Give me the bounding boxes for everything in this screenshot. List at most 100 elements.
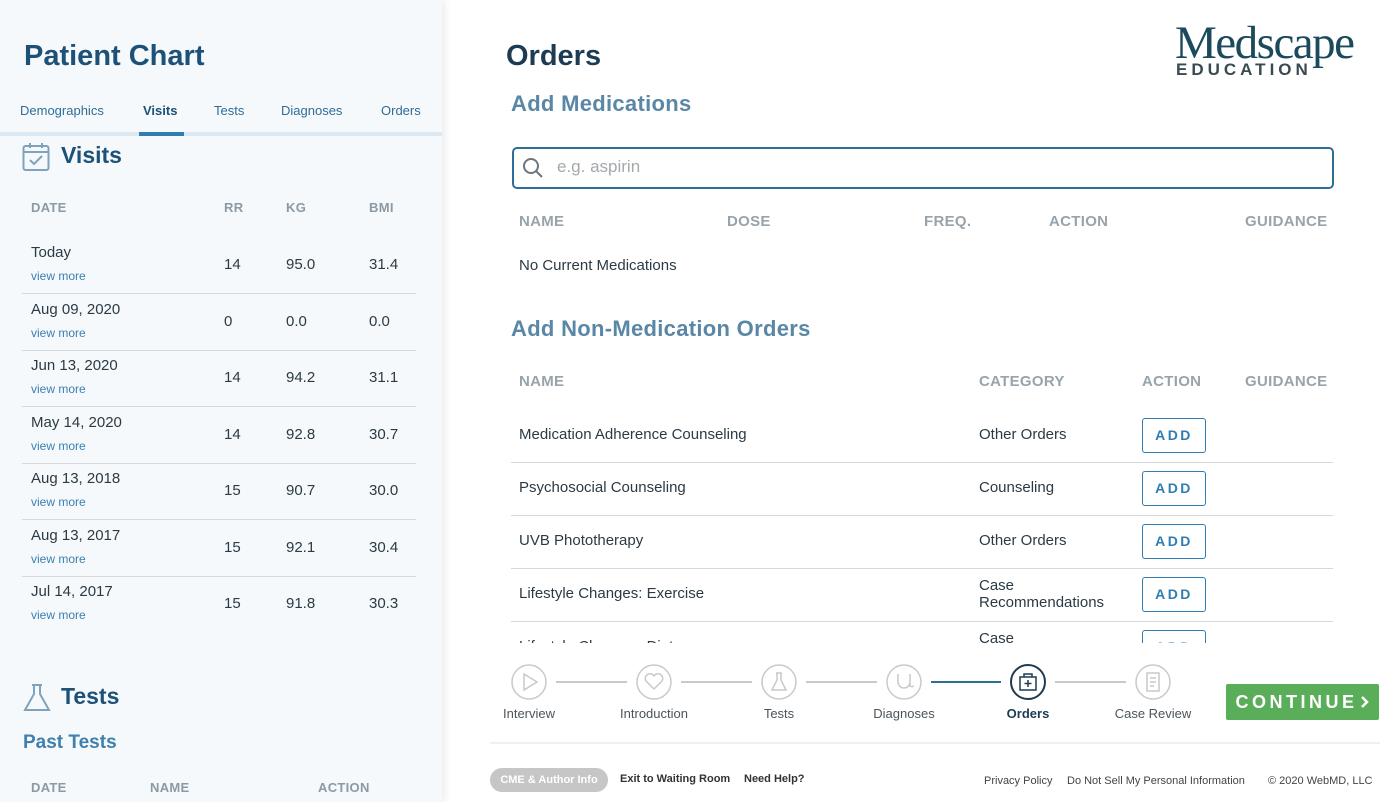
visit-date: Aug 13, 2017 (31, 526, 121, 544)
visit-date: Jul 14, 2017 (31, 583, 113, 600)
cme-button[interactable]: CME & Author Info (490, 768, 608, 792)
step-icon (644, 673, 664, 691)
tab[interactable]: Demographics (20, 103, 104, 118)
tab[interactable]: Orders (381, 103, 421, 118)
rr-value: 14 (224, 369, 241, 386)
order-name: Lifestyle Changes: Diet (519, 638, 673, 643)
row-divider (22, 575, 416, 577)
rr-value: 15 (224, 595, 241, 612)
footer-link[interactable]: Do Not Sell My Personal Information (1067, 775, 1245, 787)
tab[interactable]: Tests (214, 103, 245, 118)
order-category: Other Orders (979, 426, 1067, 443)
order-category: Case Recommendations (979, 577, 1105, 611)
add-button[interactable]: ADD (1142, 471, 1206, 506)
column-header: FREQ. (924, 213, 972, 230)
visit-date: May 14, 2020 (31, 413, 122, 431)
add-button[interactable]: ADD (1142, 418, 1206, 453)
kg-value: 91.8 (286, 595, 316, 612)
bmi-value: 30.0 (369, 482, 399, 499)
column-header: ACTION (1049, 213, 1109, 230)
view-more-link[interactable]: view more (31, 325, 86, 340)
row-divider (22, 293, 416, 294)
footer-link: © 2020 WebMD, LLC (1268, 775, 1373, 787)
step-label[interactable]: Diagnoses (873, 706, 935, 721)
visit-date: Today (31, 244, 72, 261)
tab-divider (0, 132, 442, 136)
calendar-icon (22, 143, 50, 171)
visit-date: Jun 13, 2020 (31, 357, 118, 374)
continue-label: CONTINUE (1235, 692, 1358, 712)
column-header: NAME (519, 213, 565, 230)
view-more-link[interactable]: view more (31, 495, 86, 509)
column-header: GUIDANCE (1245, 213, 1328, 230)
rr-value: 14 (224, 425, 241, 443)
step-circle (886, 664, 922, 700)
row-divider (22, 349, 416, 351)
step-label[interactable]: Interview (502, 706, 556, 721)
order-category: Case Recommendations (979, 630, 1015, 643)
column-header: DOSE (727, 213, 771, 230)
step-circle (636, 664, 672, 700)
view-more-link[interactable]: view more (31, 551, 86, 566)
rr-value: 0 (224, 312, 233, 330)
tab[interactable]: Diagnoses (281, 103, 343, 118)
kg-value: 0.0 (286, 312, 307, 330)
rr-value: 15 (224, 482, 241, 499)
tab-indicator (139, 132, 184, 136)
page-title: Orders (506, 40, 602, 72)
step-icon (1019, 673, 1037, 691)
row-divider (511, 568, 1333, 569)
step-icon (897, 674, 915, 689)
help-link[interactable]: Need Help? (744, 773, 805, 785)
column-header: KG (286, 200, 307, 215)
continue-button[interactable]: CONTINUE (1226, 684, 1379, 720)
search-placeholder: e.g. aspirin (557, 157, 641, 176)
add-button[interactable]: ADD (1142, 577, 1206, 612)
step-label[interactable]: Tests (763, 706, 795, 721)
subheading: Past Tests (23, 732, 117, 753)
order-name: UVB Phototherapy (519, 532, 644, 549)
section-heading: Tests (61, 683, 120, 709)
step-label[interactable]: Case Review (1114, 706, 1192, 721)
order-category: Counseling (979, 479, 1055, 496)
step-icon (523, 672, 539, 692)
column-header: GUIDANCE (1245, 373, 1328, 390)
step-label[interactable]: Orders (1006, 706, 1050, 721)
empty-message: No Current Medications (519, 257, 677, 274)
row-divider (22, 406, 416, 407)
kg-value: 95.0 (286, 256, 316, 273)
row-divider (511, 621, 1333, 622)
order-name: Psychosocial Counseling (519, 479, 686, 496)
step-label[interactable]: Introduction (620, 706, 688, 721)
view-more-link[interactable]: view more (31, 438, 86, 453)
exit-link[interactable]: Exit to Waiting Room (620, 773, 731, 785)
add-button[interactable]: ADD (1142, 630, 1206, 643)
column-header: ACTION (318, 780, 370, 795)
search-input[interactable] (512, 147, 1334, 189)
view-more-link[interactable]: view more (31, 608, 86, 622)
section-heading: Add Non-Medication Orders (511, 316, 811, 341)
kg-value: 90.7 (286, 482, 316, 499)
tab[interactable]: Visits (143, 103, 178, 118)
bmi-value: 30.7 (369, 425, 399, 443)
visit-date: Aug 13, 2018 (31, 470, 121, 487)
column-header: RR (224, 200, 244, 215)
add-button[interactable]: ADD (1142, 524, 1206, 559)
column-header: NAME (150, 780, 190, 795)
footer-link[interactable]: Privacy Policy (984, 775, 1053, 787)
step-circle (511, 664, 547, 700)
order-name: Lifestyle Changes: Exercise (519, 585, 705, 602)
flask-icon (23, 684, 51, 711)
visit-date: Aug 09, 2020 (31, 300, 121, 318)
section-heading: Add Medications (511, 91, 692, 116)
section-heading: Visits (61, 142, 122, 168)
row-divider (511, 462, 1333, 463)
view-more-link[interactable]: view more (31, 382, 86, 396)
bmi-value: 0.0 (369, 312, 390, 330)
logo-main: Medscape (1175, 17, 1355, 69)
column-header: BMI (369, 200, 394, 215)
view-more-link[interactable]: view more (31, 269, 86, 283)
